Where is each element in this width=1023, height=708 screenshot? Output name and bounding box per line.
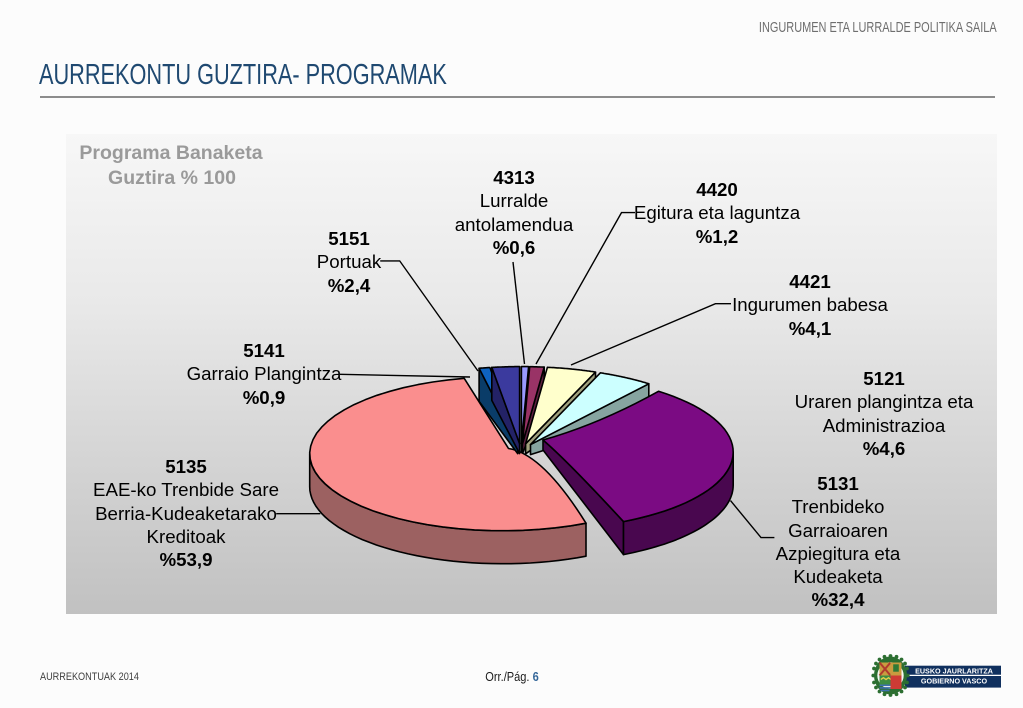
svg-text:EUSKO JAURLARITZA: EUSKO JAURLARITZA [915, 666, 993, 675]
svg-text:GOBIERNO VASCO: GOBIERNO VASCO [921, 677, 988, 686]
